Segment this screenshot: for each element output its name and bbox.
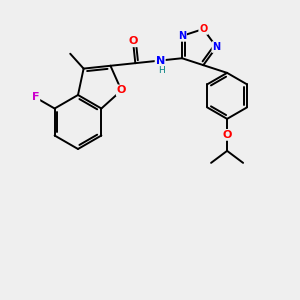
Text: O: O: [199, 24, 207, 34]
Text: N: N: [178, 31, 186, 41]
Text: N: N: [212, 42, 220, 52]
Text: O: O: [117, 85, 126, 95]
Text: H: H: [158, 66, 165, 75]
Text: F: F: [32, 92, 39, 103]
Text: N: N: [156, 56, 165, 65]
Text: O: O: [128, 36, 138, 46]
Text: O: O: [222, 130, 232, 140]
